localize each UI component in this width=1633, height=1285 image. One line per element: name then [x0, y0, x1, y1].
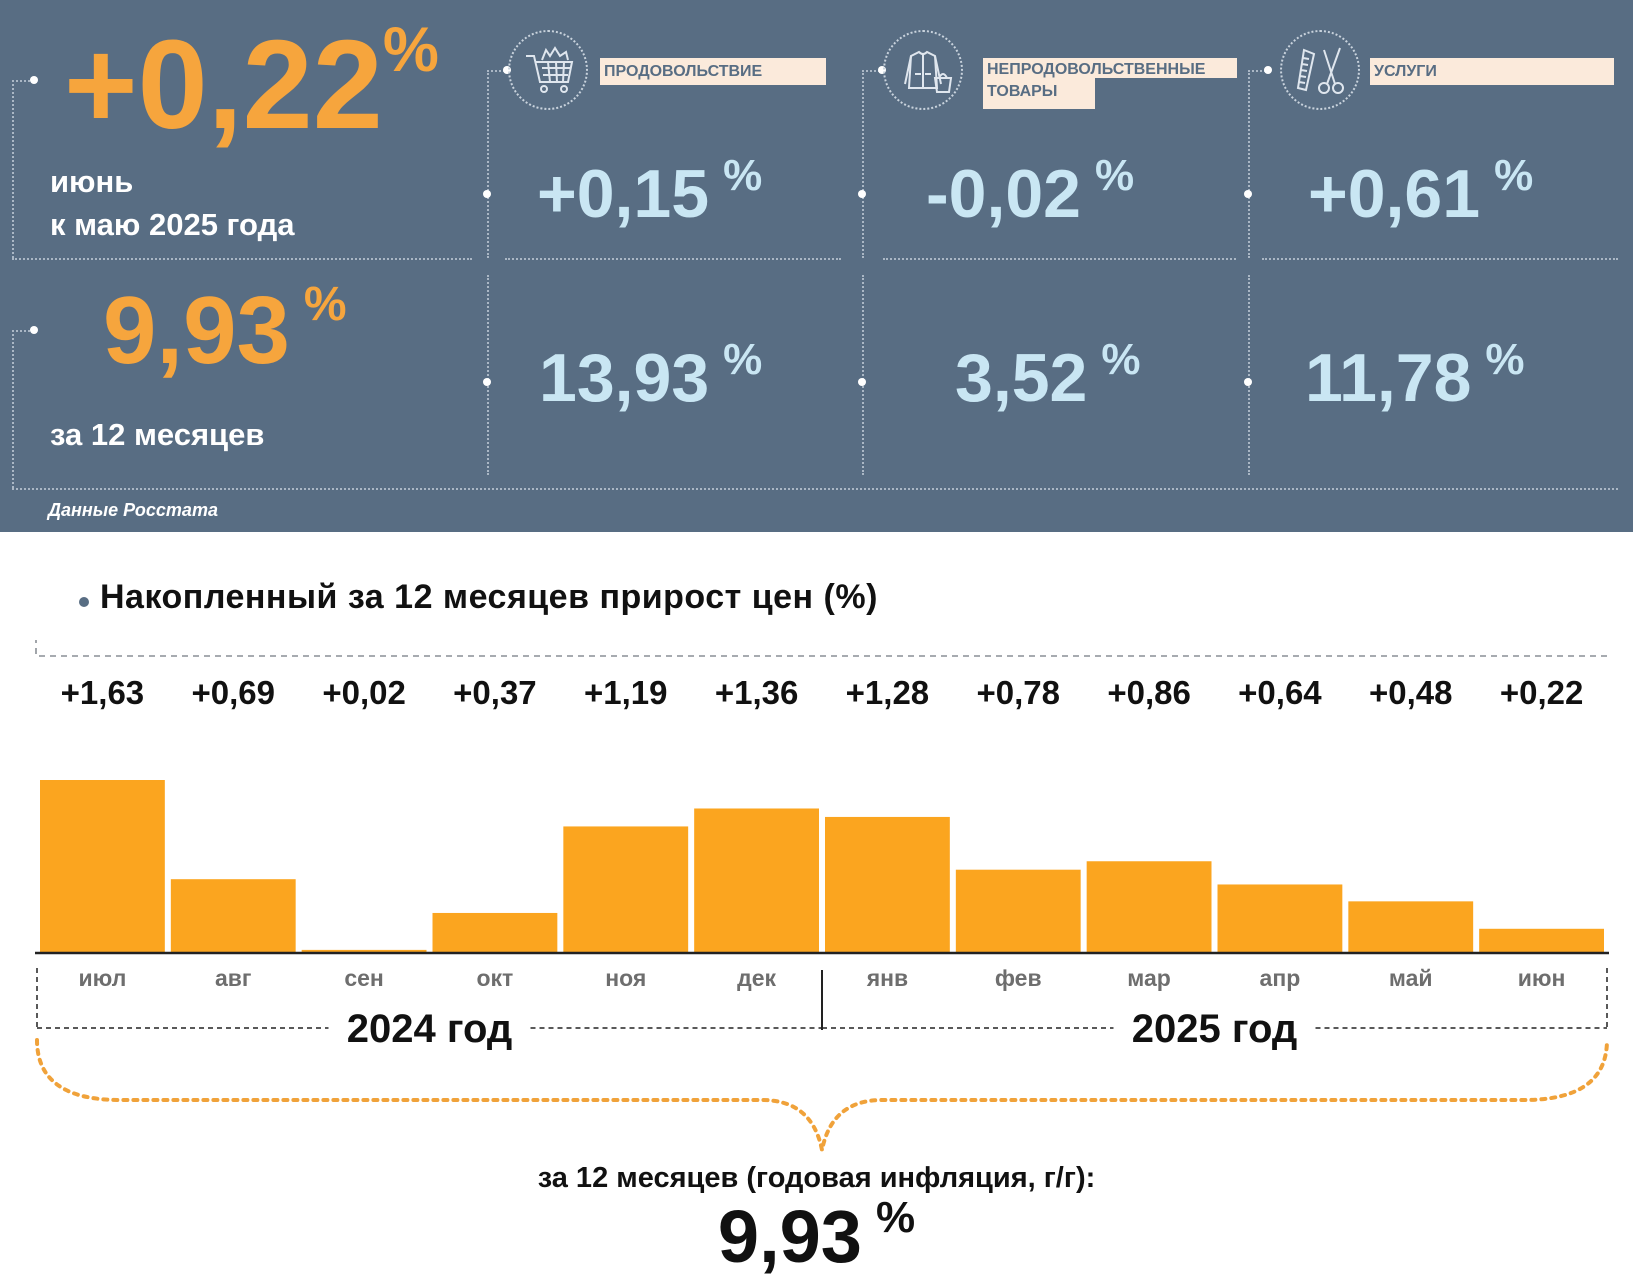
annual-summary-caption: за 12 месяцев (годовая инфляция, г/г):: [537, 1162, 1096, 1194]
divider: [12, 488, 1618, 490]
marker-dot: [1244, 190, 1252, 198]
bar-май: [1348, 901, 1474, 952]
annual-summary-value: 9,93%: [717, 1193, 916, 1278]
monthly-headline-label: июнь к маю 2025 года: [50, 164, 295, 242]
summary-brace: [35, 1038, 1609, 1151]
bar-июл: [40, 780, 165, 952]
bar-апр: [1217, 884, 1343, 952]
tick-label: окт: [477, 965, 514, 991]
divider: [487, 275, 489, 475]
tick-label: сен: [344, 965, 383, 991]
bar-янв: [825, 816, 950, 952]
marker-dot: [878, 66, 886, 74]
tick-label: май: [1389, 965, 1433, 991]
value-label: +1,19: [584, 674, 668, 711]
bar-фев: [955, 869, 1081, 952]
food-annual-value: 13,93%: [539, 335, 763, 416]
bar-окт: [432, 912, 558, 952]
title-bracket: [35, 640, 1607, 657]
food-month-value: +0,15%: [537, 151, 763, 232]
year-label: 2024 год: [347, 1007, 513, 1051]
tick-label: фев: [995, 965, 1042, 991]
value-label: +0,78: [977, 674, 1061, 711]
marker-dot: [30, 326, 38, 334]
divider: [862, 70, 880, 72]
marker-dot: [30, 76, 38, 84]
divider: [883, 258, 1236, 260]
scissors-comb-icon: [1280, 30, 1360, 110]
value-label: +1,28: [846, 674, 930, 711]
divider: [12, 80, 14, 258]
category-label-services: УСЛУГИ: [1370, 58, 1614, 85]
value-label: +0,22: [1500, 674, 1584, 711]
tick-label: апр: [1260, 965, 1301, 991]
divider: [12, 330, 34, 332]
nonfood-annual-value: 3,52%: [955, 335, 1141, 416]
shopping-cart-icon: [508, 30, 588, 110]
tick-label: июн: [1518, 965, 1566, 991]
monthly-inflation-chart: +1,63 июл +0,69 авг +0,02 сен +0,37 окт +1,19 ноя…: [35, 640, 1609, 1151]
bar-ноя: [563, 826, 689, 952]
bar-июн: [1479, 928, 1604, 952]
nonfood-month-value: -0,02%: [926, 151, 1135, 232]
bar-мар: [1086, 861, 1212, 952]
category-label-food: ПРОДОВОЛЬСТВИЕ: [600, 58, 826, 85]
annual-headline-value: 9,93%: [103, 277, 347, 384]
category-label-nonfood: НЕПРОДОВОЛЬСТВЕННЫЕ: [983, 58, 1237, 78]
services-annual-value: 11,78%: [1305, 335, 1525, 416]
marker-dot: [858, 378, 866, 386]
bar-авг: [170, 879, 296, 952]
divider: [12, 258, 472, 260]
divider: [862, 275, 864, 475]
marker-dot: [483, 190, 491, 198]
tick-label: янв: [866, 965, 908, 991]
divider: [505, 258, 841, 260]
category-label-nonfood-line2: ТОВАРЫ: [983, 78, 1095, 109]
divider: [1248, 70, 1250, 258]
marker-dot: [858, 190, 866, 198]
annual-headline-label: за 12 месяцев: [50, 417, 265, 452]
value-label: +0,48: [1369, 674, 1453, 711]
value-label: +1,36: [715, 674, 799, 711]
divider: [1248, 275, 1250, 475]
value-label: +1,63: [61, 674, 145, 711]
bar-сен: [301, 949, 427, 952]
clothing-icon: [883, 30, 963, 110]
marker-dot: [1264, 66, 1272, 74]
tick-label: ноя: [605, 965, 646, 991]
tick-label: мар: [1127, 965, 1171, 991]
monthly-headline-value: +0,22%: [64, 14, 439, 155]
marker-dot: [1244, 378, 1252, 386]
divider: [12, 330, 14, 488]
data-source: Данные Росстата: [48, 500, 218, 520]
marker-dot: [483, 378, 491, 386]
divider: [487, 70, 505, 72]
divider: [862, 70, 864, 258]
year-label: 2025 год: [1132, 1007, 1298, 1051]
divider: [12, 80, 34, 82]
value-label: +0,86: [1107, 674, 1191, 711]
divider: [1262, 258, 1618, 260]
tick-label: авг: [215, 965, 252, 991]
tick-label: дек: [737, 965, 776, 991]
marker-dot: [503, 66, 511, 74]
summary-panel: +0,22% июнь к маю 2025 года 9,93% за 12 …: [0, 0, 1633, 532]
chart-title: Накопленный за 12 месяцев прирост цен (%…: [100, 578, 878, 616]
tick-label: июл: [79, 965, 127, 991]
divider: [487, 70, 489, 258]
bar-дек: [694, 808, 819, 952]
value-label: +0,37: [453, 674, 537, 711]
services-month-value: +0,61%: [1308, 151, 1534, 232]
divider: [1248, 70, 1266, 72]
value-label: +0,02: [322, 674, 406, 711]
title-marker-dot: [79, 597, 89, 607]
value-label: +0,69: [192, 674, 276, 711]
value-label: +0,64: [1238, 674, 1322, 711]
